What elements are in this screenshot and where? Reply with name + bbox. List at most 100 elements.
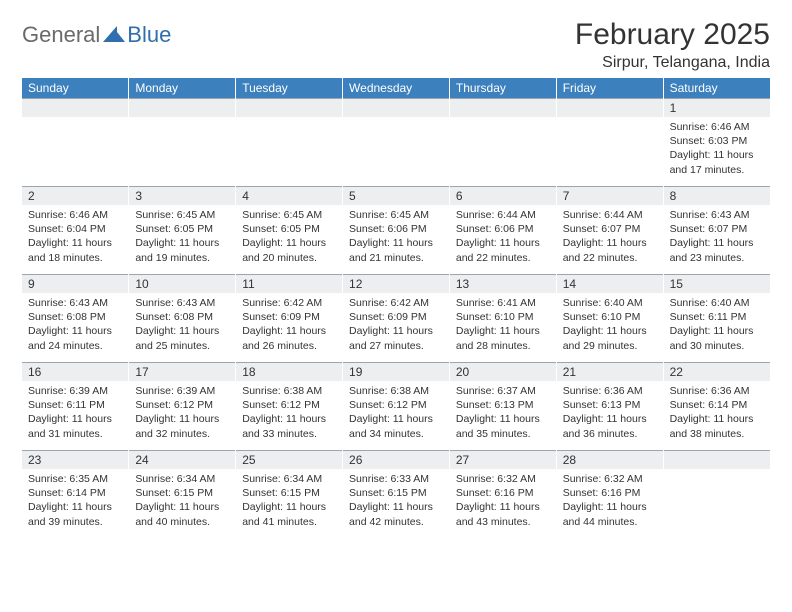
calendar-day-cell <box>236 98 343 186</box>
day-content: Sunrise: 6:45 AMSunset: 6:05 PMDaylight:… <box>236 205 342 271</box>
sunset-line: Sunset: 6:07 PM <box>563 222 657 236</box>
sunset-line: Sunset: 6:07 PM <box>670 222 764 236</box>
day-number: 26 <box>343 450 449 469</box>
logo-text-general: General <box>22 22 100 48</box>
day-number: 11 <box>236 274 342 293</box>
day-content: Sunrise: 6:46 AMSunset: 6:04 PMDaylight:… <box>22 205 128 271</box>
calendar-day-cell: 13Sunrise: 6:41 AMSunset: 6:10 PMDayligh… <box>449 274 556 362</box>
day-number: 7 <box>557 186 663 205</box>
weekday-header-row: Sunday Monday Tuesday Wednesday Thursday… <box>22 78 770 98</box>
calendar-day-cell: 5Sunrise: 6:45 AMSunset: 6:06 PMDaylight… <box>343 186 450 274</box>
sunset-line: Sunset: 6:15 PM <box>135 486 229 500</box>
sunrise-line: Sunrise: 6:44 AM <box>456 208 550 222</box>
sunset-line: Sunset: 6:09 PM <box>242 310 336 324</box>
title-block: February 2025 Sirpur, Telangana, India <box>575 18 770 72</box>
sunrise-line: Sunrise: 6:32 AM <box>456 472 550 486</box>
calendar-week-row: 2Sunrise: 6:46 AMSunset: 6:04 PMDaylight… <box>22 186 770 274</box>
day-number: 12 <box>343 274 449 293</box>
day-number-empty <box>129 98 235 117</box>
calendar-day-cell: 23Sunrise: 6:35 AMSunset: 6:14 PMDayligh… <box>22 450 129 538</box>
calendar-day-cell: 2Sunrise: 6:46 AMSunset: 6:04 PMDaylight… <box>22 186 129 274</box>
sunset-line: Sunset: 6:12 PM <box>349 398 443 412</box>
calendar-day-cell: 14Sunrise: 6:40 AMSunset: 6:10 PMDayligh… <box>556 274 663 362</box>
calendar-day-cell: 11Sunrise: 6:42 AMSunset: 6:09 PMDayligh… <box>236 274 343 362</box>
calendar-week-row: 16Sunrise: 6:39 AMSunset: 6:11 PMDayligh… <box>22 362 770 450</box>
calendar-day-cell: 28Sunrise: 6:32 AMSunset: 6:16 PMDayligh… <box>556 450 663 538</box>
calendar-day-cell: 1Sunrise: 6:46 AMSunset: 6:03 PMDaylight… <box>663 98 770 186</box>
logo: General Blue <box>22 22 171 48</box>
calendar-day-cell: 16Sunrise: 6:39 AMSunset: 6:11 PMDayligh… <box>22 362 129 450</box>
sunset-line: Sunset: 6:10 PM <box>563 310 657 324</box>
calendar-day-cell: 9Sunrise: 6:43 AMSunset: 6:08 PMDaylight… <box>22 274 129 362</box>
daylight-line: Daylight: 11 hours and 33 minutes. <box>242 412 336 440</box>
day-content: Sunrise: 6:37 AMSunset: 6:13 PMDaylight:… <box>450 381 556 447</box>
day-content: Sunrise: 6:38 AMSunset: 6:12 PMDaylight:… <box>343 381 449 447</box>
calendar-day-cell: 10Sunrise: 6:43 AMSunset: 6:08 PMDayligh… <box>129 274 236 362</box>
sunrise-line: Sunrise: 6:45 AM <box>135 208 229 222</box>
daylight-line: Daylight: 11 hours and 25 minutes. <box>135 324 229 352</box>
day-content: Sunrise: 6:39 AMSunset: 6:12 PMDaylight:… <box>129 381 235 447</box>
day-number: 3 <box>129 186 235 205</box>
sunset-line: Sunset: 6:06 PM <box>349 222 443 236</box>
sunset-line: Sunset: 6:08 PM <box>28 310 122 324</box>
day-content: Sunrise: 6:39 AMSunset: 6:11 PMDaylight:… <box>22 381 128 447</box>
day-number: 13 <box>450 274 556 293</box>
day-content-empty <box>22 117 128 177</box>
sunset-line: Sunset: 6:05 PM <box>242 222 336 236</box>
sunset-line: Sunset: 6:15 PM <box>349 486 443 500</box>
day-content: Sunrise: 6:38 AMSunset: 6:12 PMDaylight:… <box>236 381 342 447</box>
day-number: 24 <box>129 450 235 469</box>
sunrise-line: Sunrise: 6:42 AM <box>349 296 443 310</box>
day-content: Sunrise: 6:40 AMSunset: 6:11 PMDaylight:… <box>664 293 770 359</box>
day-number: 23 <box>22 450 128 469</box>
day-content: Sunrise: 6:43 AMSunset: 6:08 PMDaylight:… <box>129 293 235 359</box>
day-content-empty <box>129 117 235 177</box>
calendar-day-cell: 15Sunrise: 6:40 AMSunset: 6:11 PMDayligh… <box>663 274 770 362</box>
sunrise-line: Sunrise: 6:34 AM <box>242 472 336 486</box>
day-number: 16 <box>22 362 128 381</box>
weekday-header: Tuesday <box>236 78 343 98</box>
day-number: 8 <box>664 186 770 205</box>
day-number: 20 <box>450 362 556 381</box>
sunset-line: Sunset: 6:13 PM <box>456 398 550 412</box>
sunrise-line: Sunrise: 6:41 AM <box>456 296 550 310</box>
sunrise-line: Sunrise: 6:46 AM <box>670 120 764 134</box>
day-number: 14 <box>557 274 663 293</box>
day-number: 6 <box>450 186 556 205</box>
day-content: Sunrise: 6:44 AMSunset: 6:07 PMDaylight:… <box>557 205 663 271</box>
sunset-line: Sunset: 6:03 PM <box>670 134 764 148</box>
sunset-line: Sunset: 6:16 PM <box>563 486 657 500</box>
weekday-header: Friday <box>556 78 663 98</box>
daylight-line: Daylight: 11 hours and 28 minutes. <box>456 324 550 352</box>
day-number-empty <box>557 98 663 117</box>
sunrise-line: Sunrise: 6:43 AM <box>670 208 764 222</box>
calendar-day-cell <box>129 98 236 186</box>
weekday-header: Thursday <box>449 78 556 98</box>
sunset-line: Sunset: 6:04 PM <box>28 222 122 236</box>
sunset-line: Sunset: 6:11 PM <box>28 398 122 412</box>
day-number-empty <box>343 98 449 117</box>
day-number: 1 <box>664 98 770 117</box>
calendar-day-cell: 21Sunrise: 6:36 AMSunset: 6:13 PMDayligh… <box>556 362 663 450</box>
sunrise-line: Sunrise: 6:36 AM <box>563 384 657 398</box>
day-content-empty <box>236 117 342 177</box>
daylight-line: Daylight: 11 hours and 22 minutes. <box>563 236 657 264</box>
sunrise-line: Sunrise: 6:39 AM <box>28 384 122 398</box>
day-content-empty <box>557 117 663 177</box>
daylight-line: Daylight: 11 hours and 39 minutes. <box>28 500 122 528</box>
calendar-week-row: 1Sunrise: 6:46 AMSunset: 6:03 PMDaylight… <box>22 98 770 186</box>
day-content: Sunrise: 6:45 AMSunset: 6:06 PMDaylight:… <box>343 205 449 271</box>
sunset-line: Sunset: 6:13 PM <box>563 398 657 412</box>
day-content: Sunrise: 6:34 AMSunset: 6:15 PMDaylight:… <box>129 469 235 535</box>
sunrise-line: Sunrise: 6:45 AM <box>349 208 443 222</box>
day-number: 19 <box>343 362 449 381</box>
logo-text-blue: Blue <box>127 22 171 48</box>
sunset-line: Sunset: 6:14 PM <box>670 398 764 412</box>
daylight-line: Daylight: 11 hours and 19 minutes. <box>135 236 229 264</box>
day-number-empty <box>236 98 342 117</box>
weekday-header: Wednesday <box>343 78 450 98</box>
calendar-day-cell: 24Sunrise: 6:34 AMSunset: 6:15 PMDayligh… <box>129 450 236 538</box>
day-content: Sunrise: 6:34 AMSunset: 6:15 PMDaylight:… <box>236 469 342 535</box>
daylight-line: Daylight: 11 hours and 24 minutes. <box>28 324 122 352</box>
location: Sirpur, Telangana, India <box>575 54 770 72</box>
